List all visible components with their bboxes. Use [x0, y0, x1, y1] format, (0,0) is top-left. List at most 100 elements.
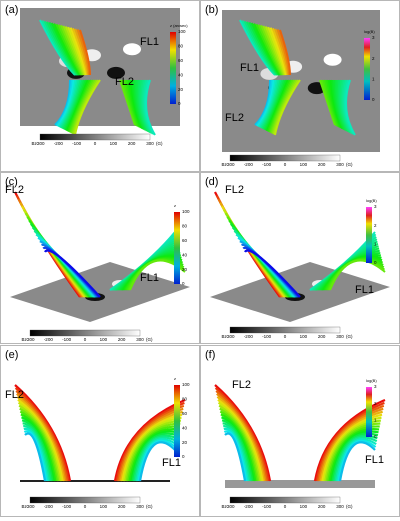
- field-line: [276, 29, 291, 76]
- colorbar-tick: 0: [374, 434, 377, 439]
- bz-tick: 0: [284, 334, 287, 339]
- field-line: [257, 79, 277, 128]
- field-line: [272, 27, 289, 76]
- bz-tick: -300: [225, 162, 235, 167]
- bz-tick: 300: [336, 334, 344, 339]
- field-line: [138, 441, 176, 482]
- field-line: [256, 79, 275, 127]
- field-line-label: FL2: [5, 184, 24, 196]
- colorbar-tick: 1: [372, 77, 375, 82]
- field-line: [261, 79, 282, 130]
- field-line: [258, 79, 279, 128]
- colorbar: [364, 38, 370, 100]
- colorbar-title: log(B): [366, 198, 377, 203]
- colorbar-tick: 60: [182, 238, 188, 243]
- bz-tick: -300: [35, 141, 45, 146]
- colorbar-tick: 60: [178, 58, 184, 63]
- bz-unit: (G): [346, 334, 353, 339]
- field-line: [222, 422, 252, 482]
- field-line: [68, 79, 93, 133]
- bz-label: Bz:: [31, 141, 38, 146]
- field-line: [14, 384, 72, 482]
- field-line: [219, 407, 260, 482]
- field-line: [255, 79, 273, 127]
- field-line: [44, 249, 101, 298]
- field-line: [262, 79, 284, 130]
- field-line: [264, 79, 287, 131]
- field-line: [217, 398, 264, 482]
- field-line: [216, 395, 266, 482]
- field-line: [54, 79, 71, 126]
- field-line: [16, 392, 67, 482]
- bz-bar: [229, 326, 341, 334]
- field-line-label: FL1: [240, 62, 259, 74]
- field-line: [265, 79, 289, 132]
- colorbar-title: z: [174, 376, 176, 381]
- field-line: [274, 79, 301, 136]
- bz-label: Bz:: [221, 162, 228, 167]
- bz-unit: (G): [146, 504, 153, 509]
- field-line: [267, 26, 287, 76]
- bz-tick: 200: [118, 504, 126, 509]
- field-line: [269, 27, 288, 76]
- field-line: [15, 390, 69, 482]
- field-line-label: FL1: [365, 454, 384, 466]
- field-line: [76, 29, 91, 76]
- colorbar: [174, 212, 180, 284]
- panel: (f) FL1 FL2 log(B)3 2 1 0 Bz:-300 -200 -100 0 100 20…: [200, 345, 400, 517]
- panel-label: (c): [5, 176, 18, 188]
- colorbar-tick: 1: [374, 242, 377, 247]
- colorbar-tick: 20: [182, 440, 188, 445]
- bz-tick: -100: [62, 504, 72, 509]
- field-line: [219, 410, 258, 482]
- bz-unit: (G): [346, 504, 353, 509]
- field-line: [79, 29, 91, 76]
- bz-tick: 0: [84, 337, 87, 342]
- panel-label: (d): [205, 176, 218, 188]
- colorbar-tick: 2: [374, 223, 377, 228]
- bz-tick: 0: [284, 162, 287, 167]
- field-line: [220, 413, 257, 482]
- field-line: [65, 79, 89, 132]
- bz-tick: 200: [318, 334, 326, 339]
- colorbar: [174, 385, 180, 457]
- bz-label: Bz:: [21, 337, 28, 342]
- field-line: [269, 79, 294, 133]
- colorbar-tick: 0: [374, 260, 377, 265]
- colorbar-tick: 80: [182, 397, 188, 402]
- bz-tick: 0: [94, 141, 97, 146]
- field-line-label: FL1: [140, 36, 159, 48]
- bz-tick: 300: [146, 141, 154, 146]
- colorbar-tick: 20: [182, 267, 188, 272]
- bz-tick: -100: [62, 337, 72, 342]
- colorbar-tick: 100: [182, 382, 190, 387]
- colorbar-tick: 60: [182, 411, 188, 416]
- field-line: [17, 398, 64, 482]
- field-line: [24, 432, 47, 482]
- colorbar-tick: 3: [372, 35, 375, 40]
- colorbar: [170, 32, 176, 104]
- bz-tick: 0: [284, 504, 287, 509]
- bz-tick: -100: [262, 504, 272, 509]
- bz-tick: -200: [44, 337, 54, 342]
- bz-tick: 300: [336, 504, 344, 509]
- panel-frame: [0, 0, 200, 172]
- field-line: [279, 29, 291, 76]
- field-line: [133, 434, 178, 482]
- bz-tick: -200: [244, 334, 254, 339]
- bz-tick: 100: [100, 504, 108, 509]
- field-line-label: FL1: [355, 284, 374, 296]
- field-line-label: FL1: [140, 272, 159, 284]
- field-line: [322, 416, 382, 482]
- colorbar-tick: 40: [178, 72, 184, 77]
- bz-label: Bz:: [221, 504, 228, 509]
- panel: (b) FL1 FL2 log(B)3 2 1 0 Bz:-300 -200 -100 0 100 20…: [200, 0, 400, 172]
- field-line: [21, 419, 54, 482]
- panel-frame: [0, 345, 200, 517]
- field-line: [124, 419, 181, 482]
- field-line: [56, 79, 75, 127]
- field-line-label: FL2: [5, 389, 24, 401]
